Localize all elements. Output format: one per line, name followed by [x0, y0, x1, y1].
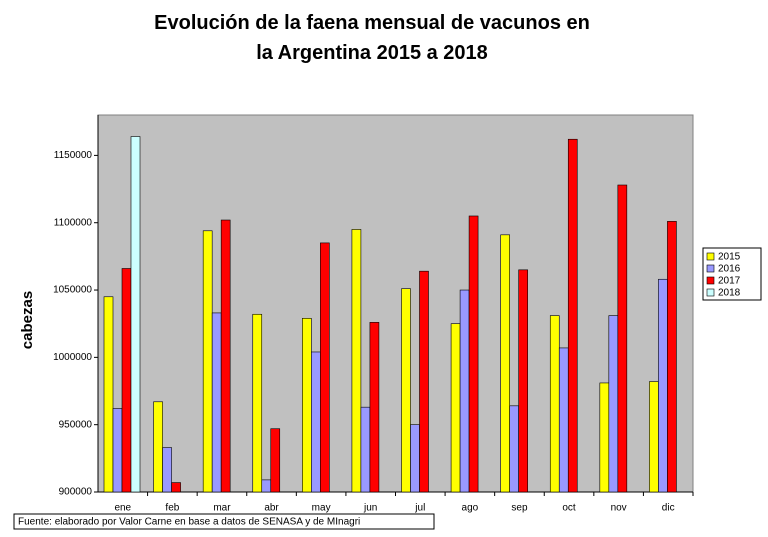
bar — [351, 229, 362, 493]
x-tick-label: mar — [213, 503, 231, 514]
bar — [500, 234, 510, 493]
bar — [567, 138, 578, 493]
bar — [360, 406, 371, 493]
legend-swatch — [706, 276, 715, 285]
bar — [658, 278, 668, 493]
bar — [302, 318, 312, 493]
bar — [617, 184, 628, 493]
bar — [171, 482, 181, 493]
y-tick-label: 1050000 — [53, 285, 92, 296]
bar — [549, 315, 560, 493]
bar — [667, 221, 677, 493]
legend-swatch — [706, 252, 715, 261]
x-tick-label: dic — [662, 503, 675, 514]
bar — [468, 215, 479, 493]
bar — [220, 219, 231, 493]
x-tick-label: sep — [511, 503, 528, 514]
y-tick-label: 1000000 — [53, 352, 92, 363]
bar — [558, 347, 569, 493]
source-box — [13, 513, 435, 530]
x-tick-label: feb — [165, 503, 179, 514]
legend-label: 2017 — [718, 276, 741, 287]
y-tick-label: 1150000 — [54, 150, 93, 161]
x-tick-label: ago — [462, 503, 479, 514]
bar — [121, 268, 132, 493]
y-tick-label: 900000 — [59, 487, 93, 498]
x-tick-label: oct — [562, 503, 576, 514]
bar — [599, 382, 610, 493]
bar — [112, 408, 123, 493]
bar — [369, 322, 380, 493]
legend-swatch — [706, 288, 715, 297]
source: Fuente: elaborado por Valor Carne en bas… — [18, 517, 360, 528]
bar — [450, 323, 461, 493]
x-tick-label: ene — [114, 503, 131, 514]
x-tick-label: abr — [264, 503, 279, 514]
bar — [202, 230, 213, 493]
y-tick-label: 950000 — [59, 419, 93, 430]
bar — [509, 405, 519, 493]
bar — [459, 289, 470, 493]
bar — [130, 136, 141, 493]
bar — [419, 270, 429, 493]
bar — [270, 428, 281, 493]
plot-area — [97, 114, 694, 493]
chart-title: Evolución de la faena mensual de vacunos… — [154, 12, 590, 64]
bar — [252, 313, 263, 493]
bar — [401, 288, 411, 493]
bar — [162, 447, 172, 493]
bar — [261, 479, 272, 493]
y-tick-label: 1100000 — [54, 217, 93, 228]
bar — [311, 351, 321, 493]
bar — [153, 401, 163, 493]
bar — [320, 242, 330, 493]
legend-label: 2018 — [718, 288, 741, 299]
x-tick-label: jun — [363, 503, 377, 514]
x-tick-label: may — [312, 503, 331, 514]
bar — [608, 315, 619, 493]
y-axis-title: cabezas — [19, 291, 36, 349]
legend-label: 2015 — [718, 252, 741, 263]
bar — [518, 269, 528, 493]
bar — [103, 296, 114, 493]
bar — [649, 381, 659, 493]
bar — [410, 424, 420, 493]
x-tick-label: nov — [611, 503, 627, 514]
x-tick-label: jul — [414, 503, 425, 514]
legend-label: 2016 — [718, 264, 741, 275]
bar — [211, 312, 222, 493]
legend-swatch — [706, 264, 715, 273]
